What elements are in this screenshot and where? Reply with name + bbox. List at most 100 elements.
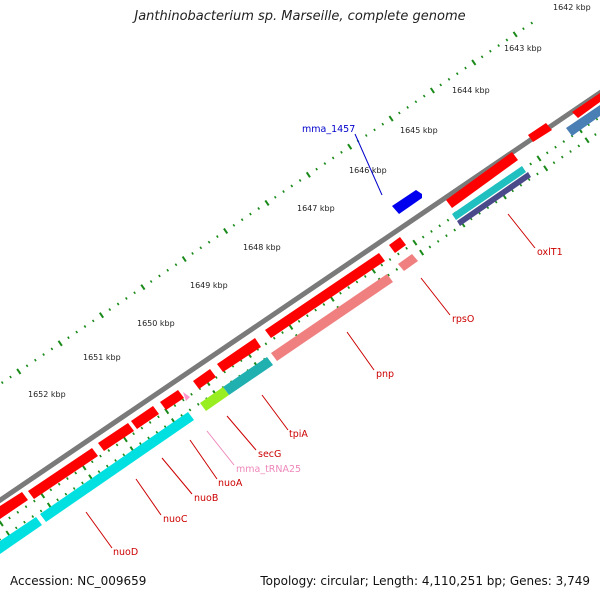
minor-tick-dot: [33, 499, 36, 503]
minor-tick-dot: [527, 178, 531, 182]
tick-label-1645: 1645 kbp: [400, 126, 438, 135]
minor-tick-dot: [133, 291, 136, 295]
label-oxlT1[interactable]: oxlT1: [537, 247, 563, 258]
tick-label-1651: 1651 kbp: [83, 353, 121, 362]
major-tick-mark: [388, 115, 394, 122]
tick-label-1642: 1642 kbp: [553, 3, 591, 12]
minor-tick-dot: [216, 235, 219, 239]
minor-tick-dot: [191, 251, 194, 255]
leader-lines: [85, 133, 536, 549]
minor-tick-dot: [181, 398, 185, 402]
label-rpsO[interactable]: rpsO: [452, 314, 474, 325]
cog-oxlT1-navy[interactable]: [457, 172, 531, 226]
gene-rpsO-cds[interactable]: [389, 237, 406, 253]
minor-tick-dot: [480, 55, 484, 59]
cog-nuo-cyan-1[interactable]: [40, 412, 194, 522]
label-nuoD[interactable]: nuoD: [113, 547, 138, 558]
minor-tick-dot: [373, 128, 376, 132]
minor-tick-dot: [49, 488, 53, 492]
minor-tick-dot: [397, 252, 400, 256]
minor-tick-dot: [257, 207, 261, 210]
gene-mma_1457[interactable]: [392, 190, 422, 214]
label-mma_1457[interactable]: mma_1457: [302, 124, 355, 135]
minor-tick-dot: [132, 432, 135, 436]
tick-label-1648: 1648 kbp: [243, 243, 281, 252]
minor-tick-dot: [108, 308, 112, 312]
reverse-strand-features: [392, 190, 422, 214]
major-tick-mark: [57, 340, 63, 347]
tick-rings: [0, 21, 599, 541]
leader-nuoB: [161, 457, 193, 495]
gene-pnp-cds[interactable]: [265, 253, 385, 338]
label-secG[interactable]: secG: [258, 449, 281, 460]
label-pnp[interactable]: pnp: [376, 369, 394, 380]
trna-mma_tRNA25[interactable]: [183, 392, 190, 401]
leader-secG: [226, 415, 257, 451]
minor-tick-dot: [125, 296, 128, 300]
minor-tick-dot: [438, 224, 442, 228]
minor-tick-dot: [34, 358, 37, 362]
cog-oxlT1-teal[interactable]: [452, 166, 526, 220]
minor-tick-dot: [430, 229, 433, 233]
major-tick-mark: [164, 408, 170, 415]
minor-tick-dot: [105, 464, 109, 468]
minor-tick-dot: [31, 515, 35, 519]
minor-tick-dot: [207, 240, 211, 244]
minor-tick-dot: [453, 228, 457, 232]
label-nuoA[interactable]: nuoA: [218, 478, 243, 489]
cog-nuo-cyan-2[interactable]: [0, 517, 42, 554]
gene-block-left-edge[interactable]: [0, 492, 28, 519]
minor-tick-dot: [163, 425, 167, 429]
tick-labels: 1642 kbp 1643 kbp 1644 kbp 1645 kbp 1646…: [28, 3, 591, 399]
gene-nuoD-cds[interactable]: [28, 448, 98, 499]
major-tick-mark: [264, 199, 270, 206]
gene-nuoB-cds[interactable]: [131, 406, 159, 429]
minor-tick-dot: [445, 234, 448, 238]
cog-pnp[interactable]: [271, 274, 393, 361]
major-tick-mark: [140, 284, 146, 291]
leader-rpsO: [420, 277, 451, 316]
minor-tick-dot: [497, 44, 500, 48]
gene-secG-cds[interactable]: [193, 369, 216, 389]
gene-block-right-small[interactable]: [528, 123, 552, 142]
major-tick-mark: [429, 87, 435, 94]
minor-tick-dot: [363, 274, 367, 278]
gene-nuoA-cds[interactable]: [160, 390, 184, 410]
minor-tick-dot: [306, 314, 309, 318]
gene-block-right-edge[interactable]: [572, 93, 600, 118]
tick-label-1650: 1650 kbp: [137, 319, 175, 328]
minor-tick-dot: [42, 353, 45, 356]
minor-tick-dot: [97, 470, 101, 474]
minor-tick-dot: [66, 477, 69, 481]
minor-tick-dot: [215, 376, 218, 379]
label-mma_tRNA25[interactable]: mma_tRNA25: [236, 464, 301, 475]
minor-tick-dot: [505, 38, 509, 42]
minor-tick-dot: [264, 342, 268, 346]
label-nuoB[interactable]: nuoB: [194, 493, 218, 504]
minor-tick-dot: [72, 487, 76, 490]
label-tpiA[interactable]: tpiA: [289, 429, 308, 440]
minor-tick-dot: [24, 505, 28, 509]
minor-tick-dot: [519, 183, 523, 187]
cog-tpiA[interactable]: [223, 357, 273, 395]
label-nuoC[interactable]: nuoC: [163, 514, 188, 525]
major-tick-mark: [122, 436, 128, 443]
minor-tick-dot: [83, 325, 87, 328]
minor-tick-dot: [188, 408, 192, 412]
minor-tick-dot: [562, 140, 566, 143]
minor-tick-dot: [149, 280, 153, 283]
accession-text: Accession: NC_009659: [10, 574, 147, 588]
gene-tpiA-cds[interactable]: [217, 338, 261, 372]
leader-tpiA: [261, 394, 289, 431]
cog-rpsO[interactable]: [398, 254, 418, 271]
gene-nuoC-cds[interactable]: [98, 423, 134, 451]
minor-tick-dot: [414, 100, 418, 104]
minor-tick-dot: [148, 420, 152, 424]
cog-steel[interactable]: [566, 105, 600, 136]
minor-tick-dot: [157, 415, 160, 419]
leader-pnp: [346, 331, 375, 371]
cog-secG[interactable]: [200, 387, 229, 411]
minor-tick-dot: [249, 212, 252, 216]
gene-oxlT1-cds[interactable]: [446, 152, 518, 208]
